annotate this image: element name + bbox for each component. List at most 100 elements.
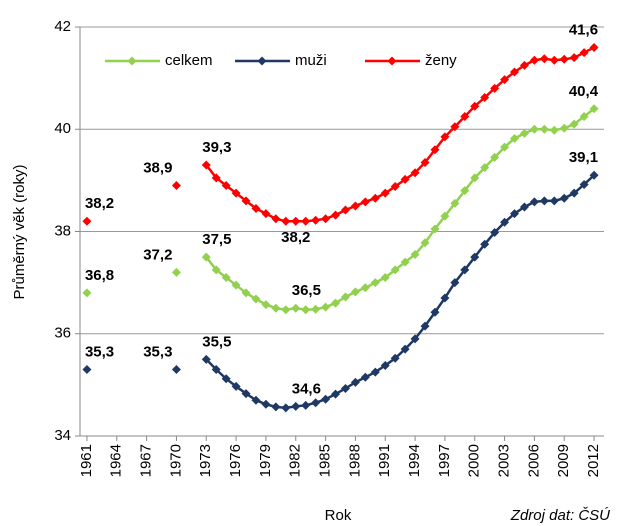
marker — [510, 209, 520, 219]
marker — [460, 265, 470, 275]
marker — [271, 402, 281, 412]
x-tick-label: 1988 — [346, 444, 363, 477]
marker — [370, 193, 380, 203]
data-label: 34,6 — [292, 380, 321, 397]
marker — [549, 55, 559, 65]
y-tick-label: 40 — [54, 120, 71, 137]
marker — [430, 145, 440, 155]
marker — [261, 399, 271, 409]
marker — [281, 305, 291, 315]
y-axis-label: Průměrný věk (roky) — [11, 164, 28, 299]
x-tick-label: 1964 — [108, 444, 125, 477]
x-tick-label: 2003 — [496, 444, 513, 477]
y-tick-label: 34 — [54, 427, 71, 444]
marker — [470, 173, 480, 183]
marker — [171, 180, 181, 190]
marker — [480, 93, 490, 103]
marker — [510, 133, 520, 143]
marker — [331, 210, 341, 220]
legend-label: muži — [295, 52, 327, 69]
marker — [420, 321, 430, 331]
legend-marker — [257, 56, 267, 66]
marker — [82, 216, 92, 226]
y-tick-label: 42 — [54, 18, 71, 35]
marker — [301, 305, 311, 315]
marker — [82, 365, 92, 375]
marker — [241, 389, 251, 399]
marker — [519, 202, 529, 212]
marker — [350, 201, 360, 211]
marker — [390, 353, 400, 363]
marker — [430, 224, 440, 234]
marker — [539, 124, 549, 134]
marker — [221, 180, 231, 190]
marker — [490, 228, 500, 238]
data-label: 38,9 — [143, 159, 172, 176]
marker — [539, 54, 549, 64]
marker — [410, 168, 420, 178]
marker — [291, 303, 301, 313]
marker — [370, 367, 380, 377]
marker — [321, 394, 331, 404]
marker — [281, 403, 291, 413]
x-tick-label: 2006 — [525, 444, 542, 477]
marker — [529, 197, 539, 207]
marker — [440, 211, 450, 221]
x-tick-label: 1973 — [197, 444, 214, 477]
marker — [301, 400, 311, 410]
marker — [579, 179, 589, 189]
data-label: 39,3 — [202, 139, 231, 156]
marker — [82, 288, 92, 298]
marker — [500, 142, 510, 152]
x-tick-label: 1970 — [167, 444, 184, 477]
marker — [549, 125, 559, 135]
marker — [360, 372, 370, 382]
x-tick-label: 1982 — [287, 444, 304, 477]
marker — [201, 354, 211, 364]
marker — [171, 365, 181, 375]
marker — [350, 377, 360, 387]
marker — [321, 214, 331, 224]
x-axis-label: Rok — [325, 507, 352, 524]
marker — [311, 215, 321, 225]
marker — [380, 360, 390, 370]
data-label: 36,5 — [292, 282, 321, 299]
marker — [519, 128, 529, 138]
x-tick-label: 1997 — [436, 444, 453, 477]
marker — [569, 53, 579, 63]
marker — [450, 198, 460, 208]
data-label: 38,2 — [85, 195, 114, 212]
marker — [470, 101, 480, 111]
marker — [231, 280, 241, 290]
marker — [549, 196, 559, 206]
marker — [559, 54, 569, 64]
marker — [261, 300, 271, 310]
marker — [400, 257, 410, 267]
marker — [380, 273, 390, 283]
marker — [420, 157, 430, 167]
marker — [500, 75, 510, 85]
marker — [241, 288, 251, 298]
x-tick-label: 1967 — [138, 444, 155, 477]
marker — [430, 307, 440, 317]
marker — [171, 267, 181, 277]
legend-marker — [127, 56, 137, 66]
marker — [529, 55, 539, 65]
marker — [350, 287, 360, 297]
marker — [579, 111, 589, 121]
marker — [589, 104, 599, 114]
marker — [331, 298, 341, 308]
series-line — [205, 46, 595, 223]
series-line — [205, 107, 595, 311]
marker — [221, 273, 231, 283]
marker — [241, 196, 251, 206]
marker — [331, 389, 341, 399]
marker — [231, 188, 241, 198]
marker — [480, 163, 490, 173]
marker — [211, 265, 221, 275]
marker — [400, 344, 410, 354]
data-label: 41,6 — [569, 21, 598, 38]
x-tick-label: 2012 — [585, 444, 602, 477]
